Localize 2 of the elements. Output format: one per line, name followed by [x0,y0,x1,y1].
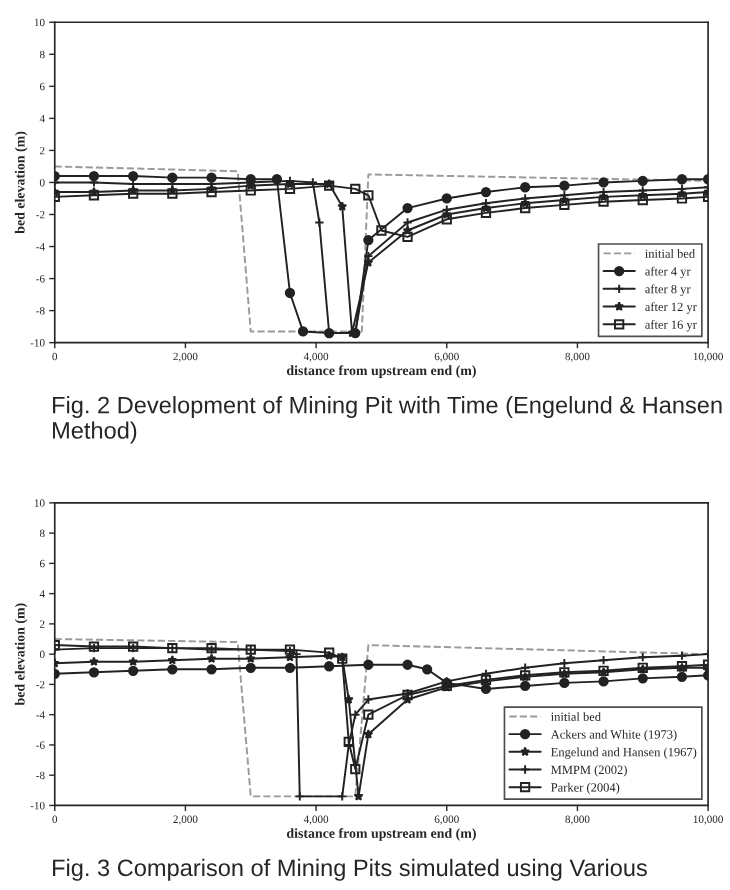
caption: Fig. 2 Development of Mining Pit with Time (Engelund & Hansen Method) [53,396,722,444]
caption: Fig. 3 Comparison of Mining Pits simulated using Various [53,858,647,881]
